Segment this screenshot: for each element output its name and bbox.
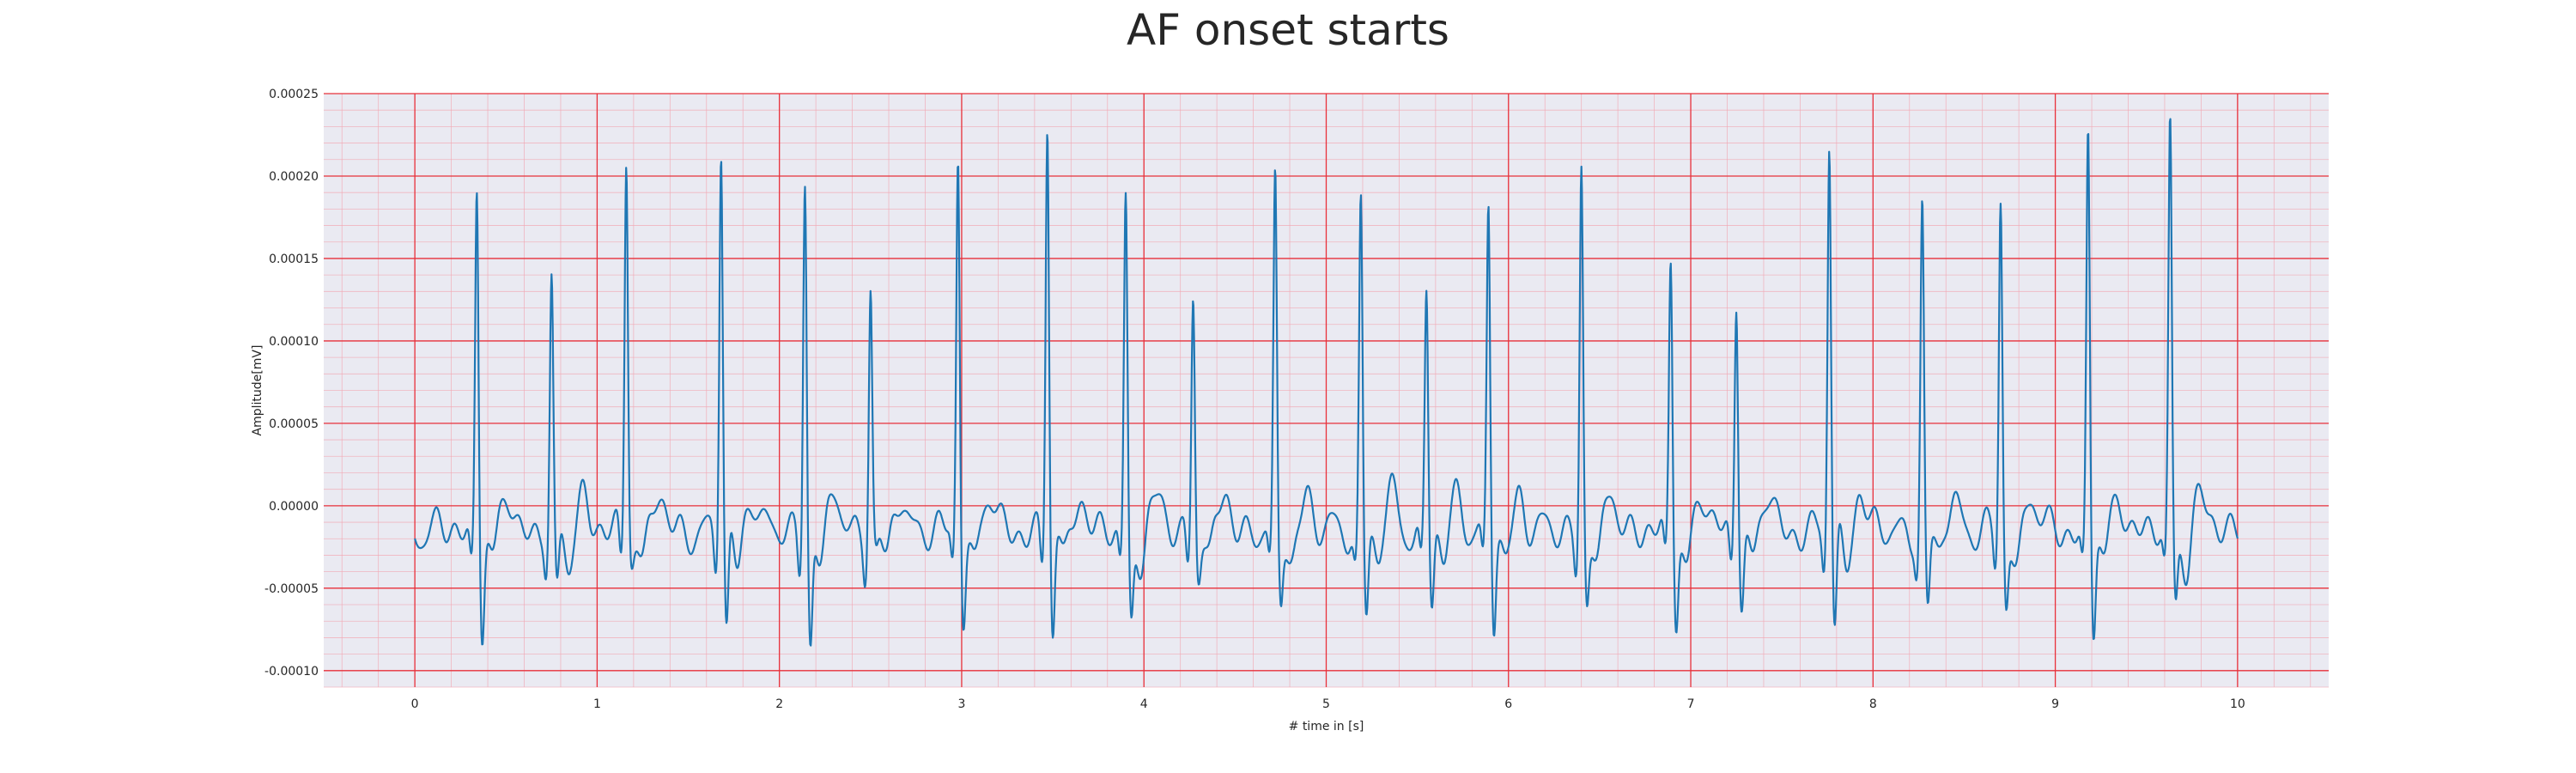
x-tick-label: 8 <box>1869 697 1877 711</box>
x-tick-label: 0 <box>411 697 419 711</box>
y-tick-label: -0.00005 <box>264 582 319 596</box>
x-tick-label: 7 <box>1687 697 1695 711</box>
major-grid <box>324 93 2329 687</box>
y-tick-label: 0.00015 <box>269 253 319 266</box>
x-tick-label: 9 <box>2051 697 2059 711</box>
y-tick-labels: 0.00025 0.00020 0.00015 0.00010 0.00005 0.000… <box>264 88 319 679</box>
x-axis-label: # time in [s] <box>1289 720 1364 733</box>
y-tick-label: 0.00020 <box>269 170 319 184</box>
y-tick-label: 0.00025 <box>269 88 319 101</box>
y-tick-label: 0.00010 <box>269 335 319 349</box>
x-tick-label: 5 <box>1322 697 1330 711</box>
x-tick-labels: 0 1 2 3 4 5 6 7 8 9 10 <box>411 697 2245 711</box>
ecg-signal-line <box>414 118 2239 647</box>
x-tick-label: 10 <box>2230 697 2245 711</box>
x-tick-label: 1 <box>593 697 601 711</box>
x-tick-label: 3 <box>957 697 965 711</box>
x-tick-label: 2 <box>775 697 783 711</box>
x-tick-label: 6 <box>1504 697 1512 711</box>
y-axis-label: Amplitude[mV] <box>251 345 264 436</box>
y-tick-label: -0.00010 <box>264 665 319 679</box>
y-tick-label: 0.00005 <box>269 417 319 431</box>
x-tick-label: 4 <box>1140 697 1148 711</box>
chart-title: AF onset starts <box>1127 5 1449 55</box>
series-layer <box>414 118 2239 647</box>
y-tick-label: 0.00000 <box>269 500 319 514</box>
